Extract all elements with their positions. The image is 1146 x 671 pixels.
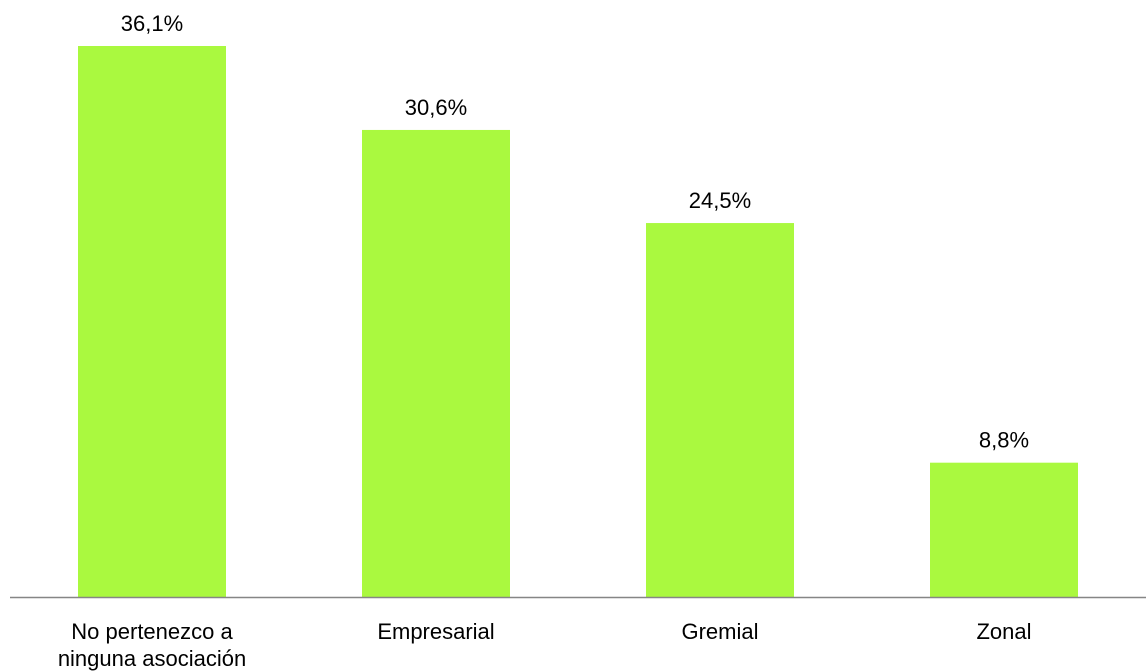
category-label-1: Empresarial xyxy=(377,619,494,644)
bar-1 xyxy=(362,129,510,597)
category-label-line: No pertenezco a xyxy=(71,619,233,644)
category-label-2: Gremial xyxy=(681,619,758,644)
data-labels-layer: 36,1% 30,6% 24,5% 8,8% xyxy=(121,11,1029,453)
data-label-3: 8,8% xyxy=(979,428,1029,453)
category-label-line: Zonal xyxy=(976,619,1031,644)
bar-3 xyxy=(930,462,1078,597)
category-labels-layer: No pertenezco a ninguna asociación Empresa… xyxy=(58,619,1032,671)
bar-2 xyxy=(646,223,794,598)
data-label-0: 36,1% xyxy=(121,11,183,36)
category-label-line: Gremial xyxy=(681,619,758,644)
bars-layer xyxy=(78,46,1078,598)
category-label-line: Empresarial xyxy=(377,619,494,644)
category-label-0: No pertenezco a ninguna asociación xyxy=(58,619,246,671)
category-label-line: ninguna asociación xyxy=(58,646,246,671)
data-label-2: 24,5% xyxy=(689,188,751,213)
data-label-1: 30,6% xyxy=(405,95,467,120)
category-label-3: Zonal xyxy=(976,619,1031,644)
bar-0 xyxy=(78,46,226,597)
